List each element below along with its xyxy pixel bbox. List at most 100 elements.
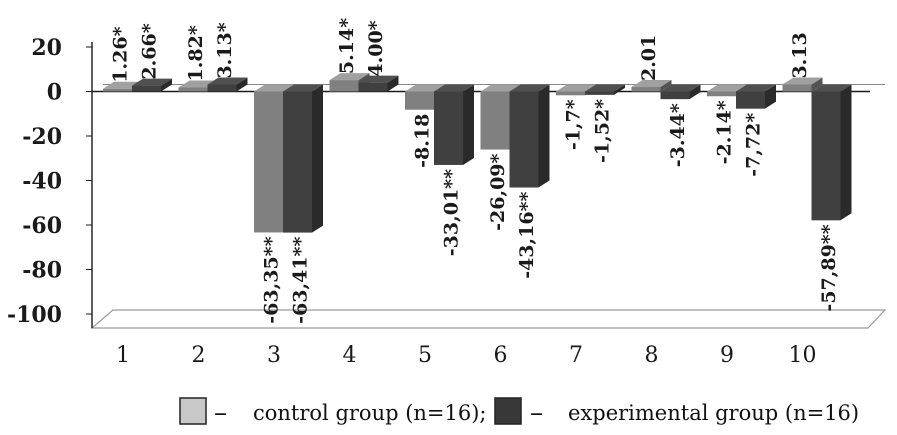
bars [103, 73, 852, 233]
bar-face [254, 91, 283, 233]
bar-side [765, 84, 776, 109]
bar-face [132, 85, 161, 92]
y-tick-label: -60 [22, 213, 62, 239]
data-label: -8.18 [412, 114, 434, 168]
legend: – control group (n=16); – experimental g… [179, 397, 859, 428]
bar-face [782, 84, 812, 92]
bar [358, 75, 399, 92]
bar-face [329, 80, 359, 92]
bar-side [811, 77, 823, 92]
bar-top [660, 84, 701, 92]
bar-side [161, 78, 172, 92]
bar-top [329, 73, 370, 81]
data-label: -1,7* [563, 99, 585, 150]
bar-top [631, 80, 672, 88]
bar-face [811, 91, 841, 221]
x-tick-label: 3 [267, 343, 281, 368]
bar-side [840, 84, 852, 221]
bar-top [509, 84, 550, 92]
bar-top [132, 78, 172, 86]
data-label: -7,72* [743, 113, 765, 177]
bar [509, 84, 550, 188]
bar [585, 84, 625, 95]
y-tick-label: 0 [47, 80, 62, 106]
legend-swatch-experimental [494, 397, 522, 425]
bar-side [463, 84, 474, 165]
bar [434, 84, 474, 165]
bar-top [480, 84, 521, 92]
bar [660, 84, 701, 100]
data-label: 3.13* [214, 22, 236, 78]
bar [207, 77, 248, 92]
bar-top [358, 75, 399, 83]
data-label: -57,89** [818, 224, 840, 311]
data-label: 2.66* [139, 23, 161, 79]
bar-face [103, 88, 132, 92]
y-tick-label: -80 [22, 258, 62, 284]
data-label: -63,35** [261, 236, 283, 323]
legend-label-control: control group (n=16); [253, 401, 487, 425]
x-tick-label: 8 [645, 343, 659, 368]
bar-side [312, 84, 323, 233]
bar-face [509, 91, 539, 188]
bar-top [254, 84, 294, 92]
bar-face [480, 91, 510, 150]
y-tick-label: -40 [22, 169, 62, 195]
bar-face [358, 82, 388, 92]
bar-face [707, 91, 736, 97]
x-tick-label: 1 [116, 343, 130, 368]
bar-face [631, 87, 661, 92]
bar-side [660, 80, 672, 92]
x-tick-label: 10 [789, 343, 817, 368]
y-tick-label: -100 [7, 302, 62, 328]
bar-face [283, 91, 312, 233]
bar [283, 84, 323, 233]
x-tick-label: 7 [569, 343, 583, 368]
bar-side [614, 84, 625, 95]
y-axis: 20 0 -20 -40 -60 -80 -100 [7, 35, 92, 328]
bar [132, 78, 172, 92]
data-label: 1.82* [185, 25, 207, 81]
bar-face [660, 91, 690, 100]
bar-face [207, 84, 237, 92]
x-tick-label: 2 [192, 343, 206, 368]
bar-top [707, 84, 747, 92]
legend-label-experimental: experimental group (n=16) [568, 401, 859, 425]
bar-face [556, 91, 585, 96]
data-label: 3.13 [789, 32, 811, 78]
bar-top [585, 84, 625, 92]
bar-side [236, 77, 248, 92]
bar-face [405, 91, 434, 110]
floor-plane [90, 309, 887, 329]
x-tick-label: 5 [418, 343, 432, 368]
legend-dash-experimental: – [530, 398, 543, 428]
bar-side [387, 75, 399, 92]
data-label: 5.14* [336, 18, 358, 74]
legend-dash-control: – [214, 398, 227, 428]
x-axis: 1 2 3 4 5 6 7 8 9 10 [116, 343, 817, 368]
bar-top [556, 84, 596, 92]
data-label: -63,41** [290, 237, 312, 324]
bar [631, 80, 672, 92]
bar-side [538, 84, 550, 188]
bar-top [736, 84, 776, 92]
data-label: -1,52* [592, 99, 614, 163]
data-label: -26,09* [487, 153, 509, 230]
x-tick-label: 9 [720, 343, 734, 368]
x-tick-label: 4 [343, 343, 357, 368]
bar [782, 77, 823, 92]
bar-top [434, 84, 474, 92]
data-label: -43,16** [516, 191, 538, 278]
y-tick-label: -20 [22, 124, 62, 150]
bar-face [178, 87, 208, 92]
data-label: -2.14* [714, 100, 736, 164]
data-label: -3.44* [667, 103, 689, 167]
bar-side [689, 84, 701, 100]
bar-top [782, 77, 823, 85]
x-tick-label: 6 [494, 343, 508, 368]
data-label: 1.26* [110, 26, 132, 82]
legend-swatch-control [179, 397, 207, 425]
bar-top [405, 84, 445, 92]
bar-face [585, 91, 614, 95]
